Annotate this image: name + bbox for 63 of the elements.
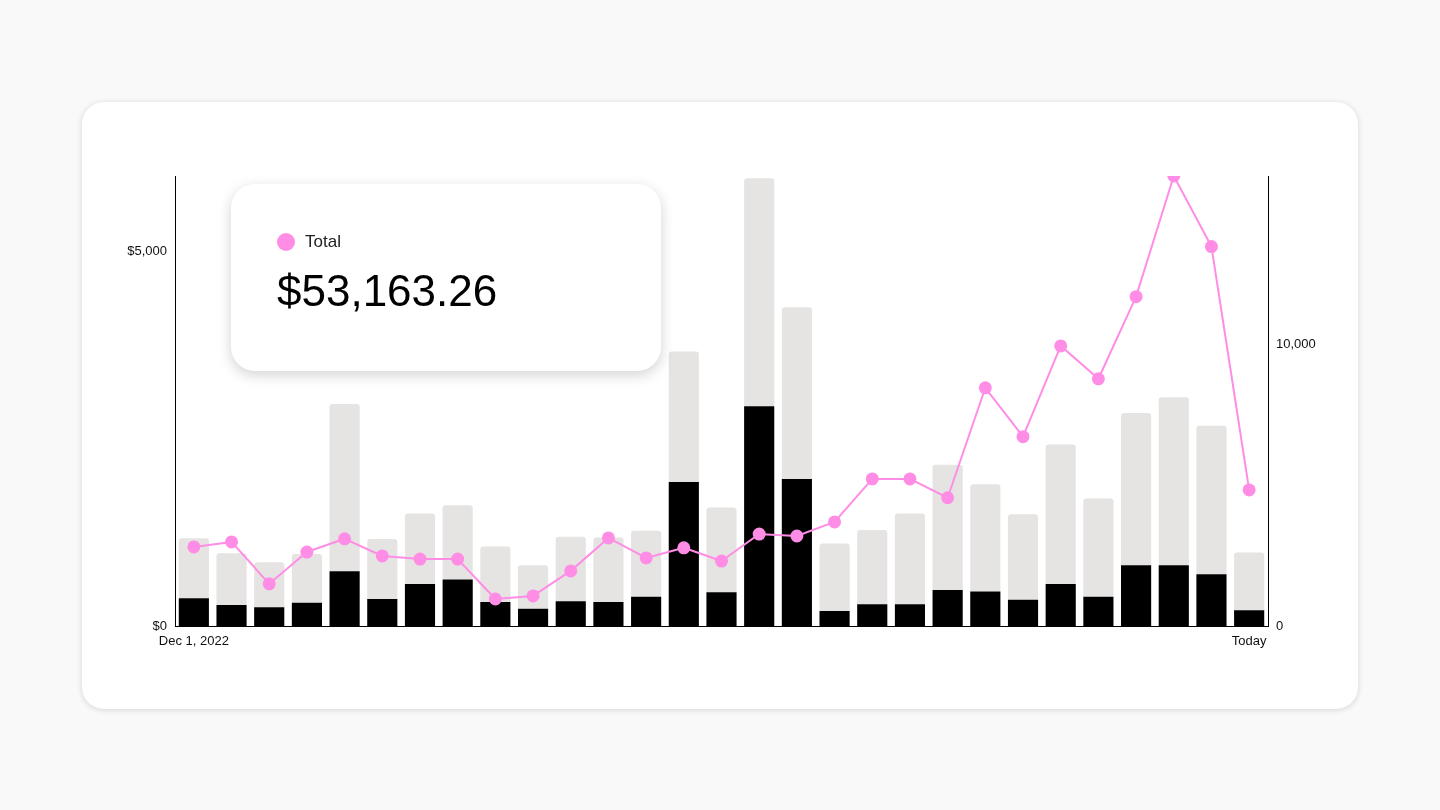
point xyxy=(488,592,502,606)
bar xyxy=(404,513,436,584)
point xyxy=(1129,290,1143,304)
bar xyxy=(894,513,926,605)
tooltip-card: Total $53,163.26 xyxy=(231,184,661,371)
bar xyxy=(367,539,398,599)
x-tick-label: Dec 1, 2022 xyxy=(158,633,229,649)
point xyxy=(941,491,955,505)
point xyxy=(1204,240,1218,254)
bar xyxy=(970,484,1001,592)
point xyxy=(1091,372,1105,386)
point xyxy=(338,532,352,546)
bar xyxy=(706,507,737,593)
point xyxy=(300,545,314,559)
y2-tick-label: 10,000 xyxy=(1276,336,1316,352)
bar xyxy=(480,546,511,602)
point xyxy=(1016,430,1030,444)
point xyxy=(187,540,201,554)
point xyxy=(1242,483,1256,497)
bar xyxy=(178,538,209,599)
bar xyxy=(593,537,624,602)
bar xyxy=(291,554,322,603)
bar xyxy=(329,404,360,572)
point xyxy=(903,472,917,486)
point xyxy=(639,551,653,565)
y2-tick-label: 0 xyxy=(1276,617,1284,633)
point xyxy=(715,554,728,568)
bar xyxy=(1121,413,1152,566)
point xyxy=(865,472,879,486)
point xyxy=(564,564,578,578)
point xyxy=(375,549,389,563)
y-tick-label: $5,000 xyxy=(127,242,167,258)
bar xyxy=(631,530,662,597)
bar xyxy=(1083,498,1114,597)
bar xyxy=(781,307,812,479)
bar xyxy=(1045,444,1076,584)
point xyxy=(790,529,804,543)
bar xyxy=(857,530,888,605)
point xyxy=(828,515,842,529)
point xyxy=(1054,339,1068,353)
point xyxy=(413,552,427,566)
bar xyxy=(1234,552,1265,611)
point xyxy=(225,535,239,549)
annotation: $53,163.26 xyxy=(277,266,499,316)
bar xyxy=(442,505,473,580)
point xyxy=(451,552,465,566)
bar xyxy=(1007,514,1039,600)
legend-label: Total xyxy=(305,232,341,252)
point xyxy=(526,589,540,603)
bar xyxy=(668,351,699,482)
point xyxy=(601,531,615,545)
bar xyxy=(216,553,247,605)
point xyxy=(978,381,992,395)
point xyxy=(677,541,691,555)
bar xyxy=(1158,397,1189,566)
point xyxy=(752,527,766,541)
x-tick-label: Today xyxy=(1231,633,1267,649)
bar xyxy=(819,543,850,611)
bar xyxy=(555,536,586,602)
bar xyxy=(932,464,963,590)
bar xyxy=(1196,425,1227,575)
bar xyxy=(744,178,775,407)
y-tick-label: $0 xyxy=(152,617,167,633)
